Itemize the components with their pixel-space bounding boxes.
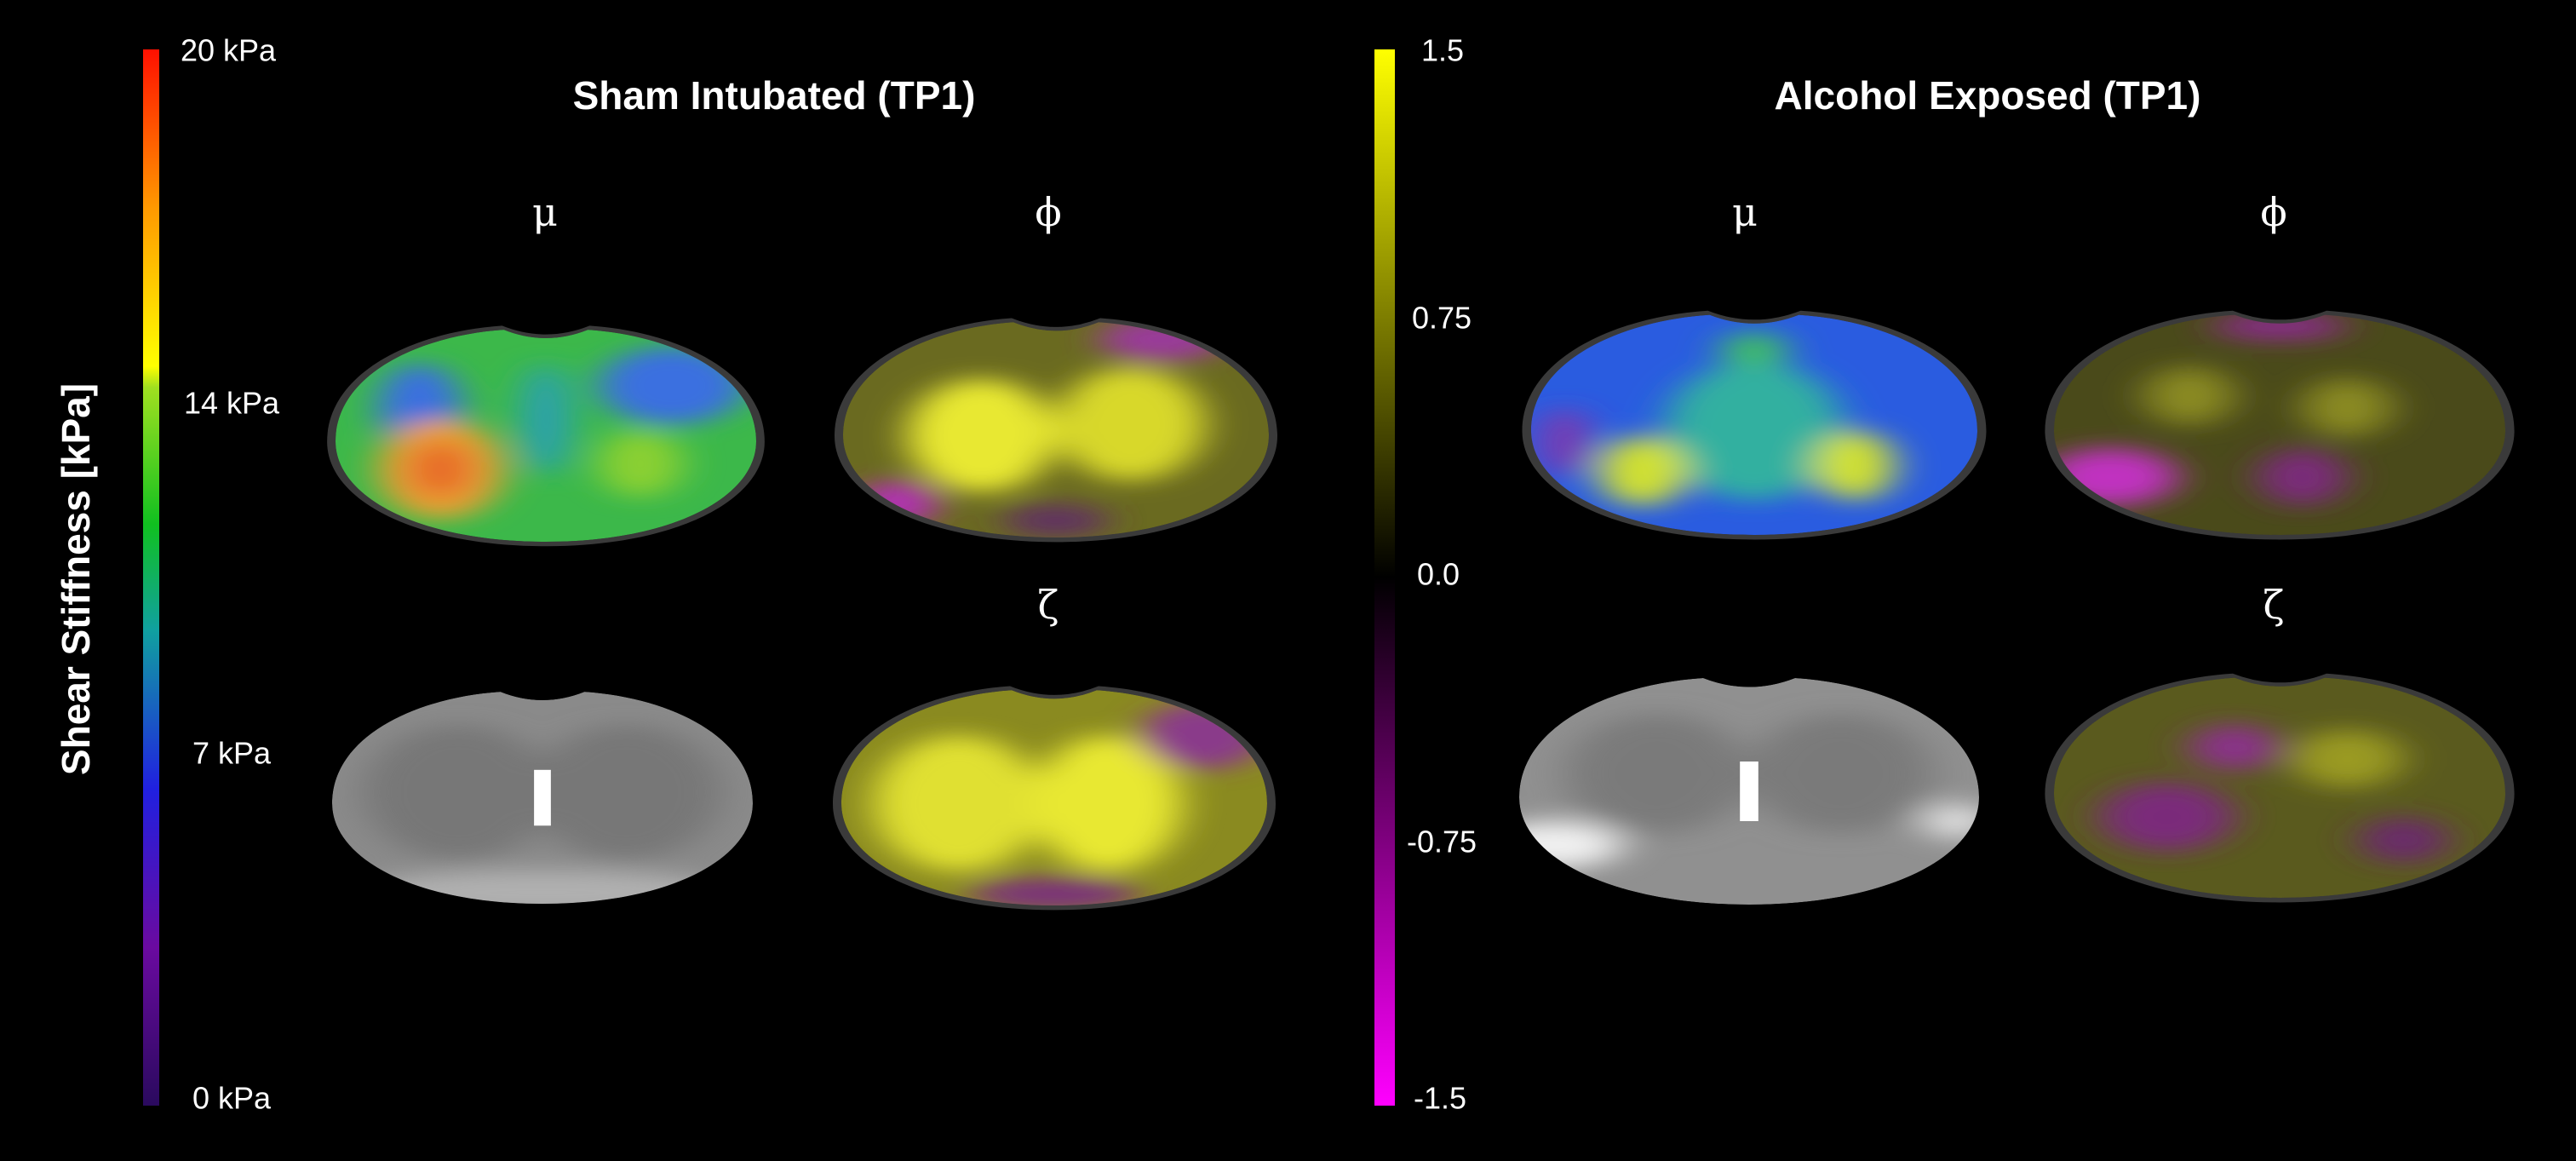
stiffness-map	[327, 325, 765, 547]
map-label: μ	[1732, 189, 1758, 235]
map-label: ϕ	[1035, 189, 1061, 235]
colorbar-tick-label: 20 kPa	[181, 33, 277, 68]
map-label: μ	[532, 189, 558, 235]
panel-title: Alcohol Exposed (TP1)	[1775, 73, 2201, 118]
map-label: ζ	[1038, 582, 1059, 628]
phase-map	[2045, 673, 2515, 903]
phase-map	[2045, 310, 2515, 540]
colorbar-tick-label: 7 kPa	[192, 736, 272, 771]
colorbar-tick-label: 0.75	[1412, 301, 1472, 336]
stiffness-colorbar	[143, 49, 159, 1106]
phase-map	[833, 686, 1276, 911]
colorbar-tick-label: 0 kPa	[192, 1081, 272, 1116]
phase-colorbar	[1374, 49, 1395, 1106]
map-label: ϕ	[2260, 189, 2286, 235]
colorbar-tick-label: 14 kPa	[184, 386, 280, 421]
colorbar-tick-label: 1.5	[1421, 33, 1464, 68]
colorbar-tick-label: -1.5	[1414, 1081, 1466, 1116]
panel-title: Sham Intubated (TP1)	[573, 73, 976, 118]
colorbar-tick-label: -0.75	[1407, 825, 1477, 859]
colorbar-title: Shear Stiffness [kPa]	[54, 383, 98, 775]
magnitude-image	[332, 692, 753, 905]
phase-map	[835, 318, 1277, 543]
map-label: ζ	[2263, 582, 2285, 628]
stiffness-map	[1522, 310, 1987, 540]
colorbar-tick-label: 0.0	[1417, 557, 1460, 592]
magnitude-image	[1519, 678, 1979, 905]
